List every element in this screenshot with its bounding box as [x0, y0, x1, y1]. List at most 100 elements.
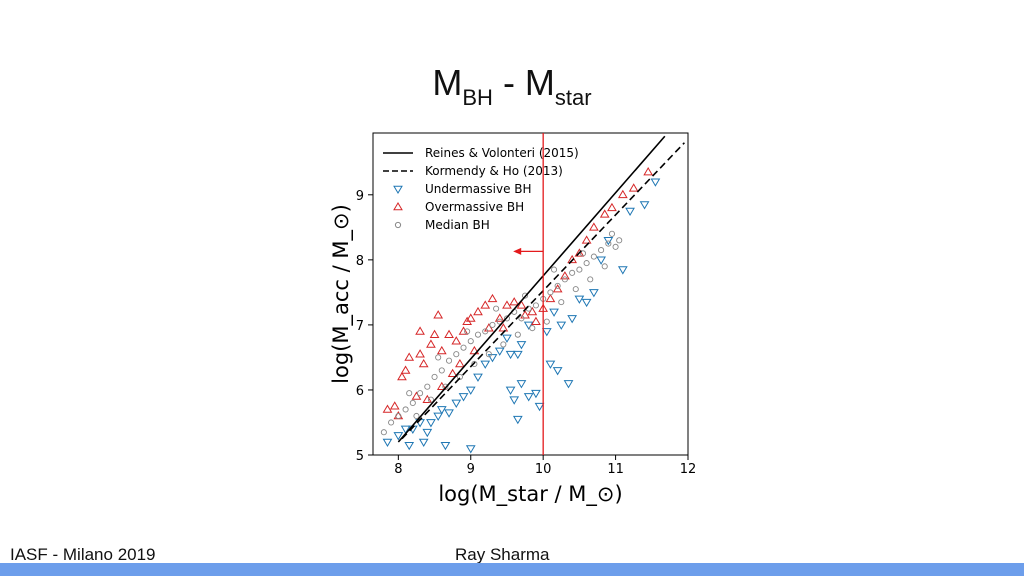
- median-bh-point: [482, 328, 489, 335]
- median-bh-point: [598, 247, 605, 254]
- median-bh-point: [413, 412, 420, 420]
- x-tick-label: 12: [680, 462, 697, 477]
- overmassive-bh-point: [487, 293, 498, 303]
- undermassive-bh-point: [505, 386, 516, 395]
- undermassive-bh-point: [465, 445, 476, 454]
- overmassive-bh-point: [411, 391, 422, 400]
- legend-triangle-down-swatch: [393, 185, 403, 194]
- undermassive-bh-point: [436, 406, 447, 415]
- undermassive-bh-point: [509, 396, 520, 405]
- undermassive-bh-point: [440, 441, 451, 451]
- undermassive-bh-point: [512, 350, 523, 360]
- overmassive-bh-point: [473, 306, 483, 316]
- median-bh-point: [395, 412, 402, 420]
- median-bh-point: [402, 406, 409, 413]
- undermassive-bh-point: [422, 428, 433, 438]
- median-bh-point: [532, 302, 539, 309]
- undermassive-bh-point: [581, 298, 592, 308]
- undermassive-bh-point: [639, 201, 650, 210]
- overmassive-bh-point: [447, 368, 458, 377]
- median-bh-point: [380, 429, 387, 436]
- overmassive-bh-point: [527, 306, 538, 316]
- undermassive-bh-point: [400, 425, 411, 434]
- median-bh-point: [456, 373, 463, 380]
- median-bh-point: [493, 305, 500, 312]
- median-bh-point: [500, 341, 507, 348]
- undermassive-bh-point: [480, 360, 491, 369]
- undermassive-bh-point: [487, 354, 498, 363]
- median-bh-point: [590, 253, 597, 260]
- overmassive-bh-point: [545, 293, 556, 303]
- x-tick-label: 9: [467, 462, 475, 477]
- overmassive-bh-point: [415, 349, 425, 358]
- undermassive-bh-point: [426, 419, 436, 428]
- undermassive-bh-point: [556, 321, 567, 330]
- overmassive-bh-point: [426, 339, 436, 348]
- median-bh-point: [529, 325, 536, 332]
- x-tick-label: 11: [607, 462, 624, 477]
- undermassive-bh-point: [541, 328, 552, 337]
- median-bh-point: [569, 269, 576, 276]
- median-bh-point: [489, 321, 496, 328]
- median-bh-point: [583, 260, 590, 267]
- overmassive-bh-point: [588, 222, 599, 231]
- overmassive-bh-point: [483, 323, 494, 332]
- y-tick-label: 5: [356, 449, 364, 464]
- median-bh-point: [579, 250, 587, 257]
- median-bh-point: [561, 276, 568, 283]
- median-bh-point: [460, 344, 467, 351]
- median-bh-point: [409, 399, 416, 407]
- median-bh-point: [442, 383, 449, 390]
- undermassive-bh-point: [382, 438, 393, 447]
- undermassive-bh-point: [393, 432, 404, 441]
- legend-circle-swatch: [394, 221, 402, 229]
- undermassive-bh-point: [523, 321, 534, 330]
- median-bh-point: [417, 390, 424, 397]
- overmassive-bh-point: [531, 316, 541, 325]
- overmassive-bh-point: [574, 248, 585, 257]
- undermassive-bh-point: [603, 237, 614, 246]
- undermassive-bh-point: [516, 380, 527, 389]
- median-bh-point: [435, 354, 442, 361]
- overmassive-bh-point: [552, 284, 563, 293]
- y-tick-label: 8: [356, 254, 364, 269]
- title-sub-star: star: [554, 85, 592, 110]
- undermassive-bh-point: [418, 438, 429, 447]
- undermassive-bh-point: [523, 393, 534, 402]
- undermassive-bh-point: [444, 409, 454, 418]
- median-bh-point: [445, 357, 453, 364]
- slide-title: MBH - Mstar: [0, 62, 1024, 111]
- legend-label: Undermassive BH: [425, 182, 532, 196]
- overmassive-bh-point: [455, 358, 465, 368]
- overmassive-bh-point: [436, 381, 447, 390]
- median-bh-point: [453, 351, 460, 358]
- overmassive-bh-point: [502, 300, 512, 309]
- median-bh-point: [543, 318, 550, 325]
- overmassive-bh-point: [599, 209, 610, 218]
- undermassive-bh-point: [596, 256, 606, 265]
- overmassive-bh-point: [451, 336, 462, 345]
- undermassive-bh-point: [625, 207, 635, 217]
- median-bh-point: [431, 373, 438, 380]
- overmassive-bh-point: [444, 329, 454, 338]
- title-m: M: [432, 62, 463, 103]
- median-bh-point: [471, 360, 478, 367]
- median-bh-point: [467, 338, 474, 345]
- median-bh-point: [485, 351, 492, 358]
- x-axis-label: log(M_star / M_⊙): [438, 482, 622, 507]
- undermassive-bh-point: [433, 412, 444, 421]
- undermassive-bh-point: [505, 350, 516, 360]
- median-bh-point: [406, 390, 413, 397]
- legend-triangle-up-swatch: [393, 202, 403, 211]
- median-bh-point: [605, 240, 612, 247]
- overmassive-bh-point: [643, 167, 654, 176]
- y-tick-label: 7: [356, 319, 364, 334]
- median-bh-point: [558, 299, 565, 306]
- undermassive-bh-point: [451, 399, 462, 408]
- footer-author: Ray Sharma: [455, 545, 550, 564]
- overmassive-bh-point: [436, 345, 447, 355]
- undermassive-bh-point: [552, 367, 563, 376]
- y-tick-label: 6: [356, 384, 364, 399]
- overmassive-bh-point: [382, 404, 393, 413]
- median-bh-point: [612, 243, 619, 250]
